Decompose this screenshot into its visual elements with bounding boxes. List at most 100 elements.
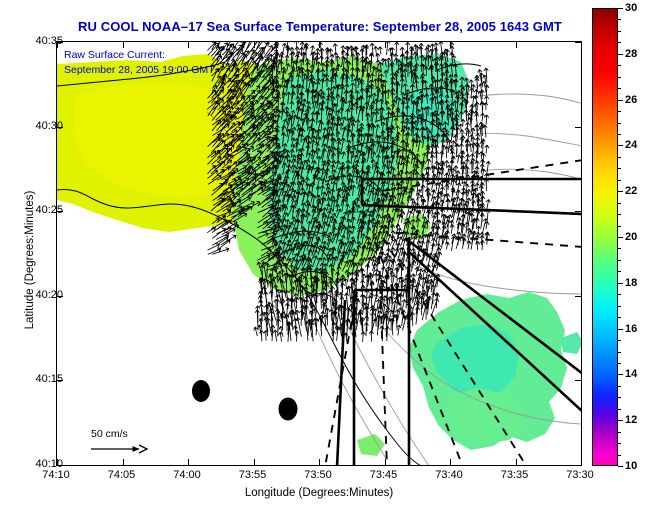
colorbar-tick [618,237,623,238]
annotation-line-1: Raw Surface Current: [64,49,165,61]
colorbar-minor-tick [618,156,621,158]
colorbar-tick [618,420,623,422]
colorbar-minor-tick [618,42,621,44]
x-axis-tick [581,42,582,48]
colorbar-tick-label: 16 [625,322,638,335]
page-title: RU COOL NOAA–17 Sea Surface Temperature:… [78,19,562,34]
colorbar-minor-tick [618,248,621,250]
colorbar-minor-tick [618,259,621,261]
map-graphics [57,42,581,465]
colorbar-minor-tick [618,65,621,67]
colorbar-tick [618,466,623,467]
colorbar-tick-label: 14 [625,368,638,381]
x-axis-tick [384,42,386,48]
y-axis-tick [575,295,581,297]
colorbar-tick [618,53,623,55]
colorbar-minor-tick [618,408,621,410]
sst-region-west-2 [73,82,267,198]
colorbar-tick-label: 30 [625,2,638,14]
y-axis-tick [575,42,581,43]
colorbar-minor-tick [618,340,621,342]
x-axis-tick-label: 74:05 [107,469,136,481]
annotation-line-2: September 28, 2005 19:00 GMT [64,64,215,76]
colorbar-minor-tick [618,179,621,181]
y-axis-tick [575,380,581,382]
y-axis-title: Latitude (Degrees:Minutes) [24,190,36,330]
traffic-separation-lines [324,159,581,465]
x-axis-tick-label: 73:30 [566,469,594,481]
colorbar-minor-tick [618,76,621,78]
y-axis-tick-label: 40:20 [35,288,63,301]
y-axis-tick-label: 40:30 [35,119,63,132]
y-axis-tick [57,380,63,382]
colorbar-minor-tick [618,88,621,90]
annotation-text: Raw Surface Current: September 28, 2005 … [64,48,215,78]
colorbar-tick-label: 12 [625,414,638,427]
station-marker [278,397,298,421]
colorbar-minor-tick [618,111,621,113]
colorbar-tick-label: 10 [625,460,638,472]
y-axis-tick-label: 40:15 [35,373,63,386]
y-axis-tick-label: 40:10 [35,458,63,470]
colorbar-minor-tick [618,214,621,216]
y-axis-tick [57,295,63,297]
colorbar-minor-tick [618,317,621,319]
x-axis-tick [515,459,517,465]
x-axis-tick [384,459,386,465]
colorbar-minor-tick [618,305,621,307]
x-axis-tick [188,42,189,48]
velocity-scale-label: 50 cm/s [91,428,128,440]
colorbar-tick [618,374,623,376]
colorbar-minor-tick [618,454,621,456]
x-axis-tick-label: 73:35 [500,469,529,481]
colorbar-tick-label: 20 [625,231,638,243]
x-axis-tick [57,42,58,48]
colorbar-tick-label: 28 [625,47,638,60]
x-axis-tick-label: 73:45 [369,469,398,481]
colorbar-minor-tick [618,294,621,296]
colorbar-minor-tick [618,30,621,32]
x-axis-tick [319,42,320,48]
colorbar-minor-tick [618,362,621,364]
x-axis-tick [122,459,124,465]
x-axis-tick [57,459,58,465]
colorbar-minor-tick [618,225,621,227]
x-axis-tick [581,459,582,465]
sst-region-southeast-core [431,324,519,398]
y-axis-tick-label: 40:25 [35,204,63,217]
colorbar-tick [618,145,623,147]
y-axis-tick [575,465,581,466]
colorbar-minor-tick [618,122,621,124]
map-plot-area: Raw Surface Current: September 28, 2005 … [56,41,582,466]
colorbar-minor-tick [618,397,621,399]
x-axis-tick [450,42,451,48]
x-axis-tick [253,459,255,465]
sst-region-small-patch-b [357,434,385,456]
colorbar-tick-label: 22 [625,185,638,198]
y-axis-tick [575,126,581,128]
colorbar-tick [618,99,623,101]
colorbar-tick-label: 18 [625,276,638,289]
colorbar-tick [618,328,623,330]
colorbar-minor-tick [618,271,621,273]
colorbar-tick [618,8,623,9]
x-axis-tick [188,459,189,465]
x-axis-tick-label: 73:40 [435,469,463,481]
colorbar-tick-label: 24 [625,139,638,152]
colorbar-minor-tick [618,385,621,387]
colorbar-minor-tick [618,202,621,204]
colorbar-minor-tick [618,133,621,135]
x-axis-title: Longitude (Degrees:Minutes) [244,487,394,499]
y-axis-tick [57,126,63,128]
colorbar-minor-tick [618,19,621,21]
colorbar-minor-tick [618,443,621,445]
x-axis-tick [450,459,451,465]
temperature-colorbar [592,8,618,466]
y-axis-tick [575,211,581,213]
y-axis-tick [57,211,63,213]
y-axis-tick [57,42,63,43]
velocity-scale-arrow-icon [91,444,149,454]
colorbar-tick [618,282,623,284]
x-axis-tick [319,459,320,465]
colorbar-minor-tick [618,168,621,170]
